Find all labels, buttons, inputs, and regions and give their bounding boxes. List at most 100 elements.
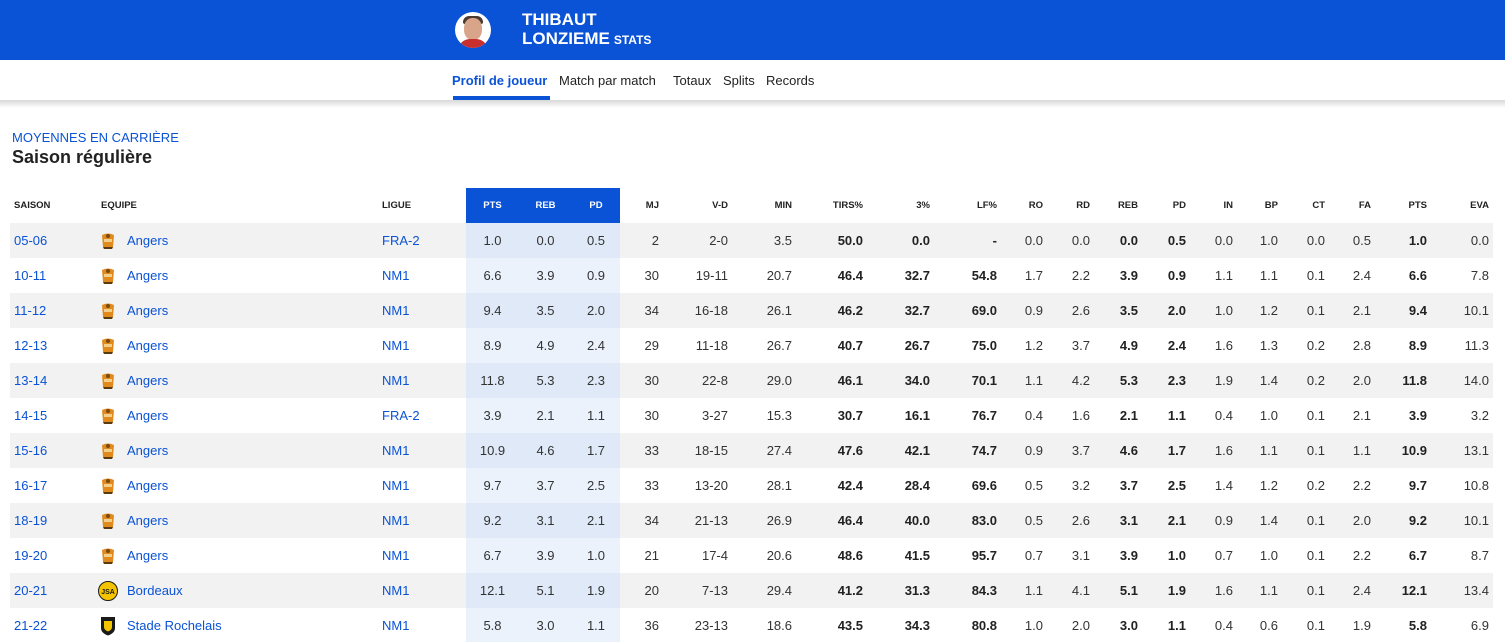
cell-pd-highlight: 1.0 [572,538,620,573]
season-link[interactable]: 13-14 [14,373,48,388]
column-header-v-d[interactable]: V-D [712,200,728,211]
cell-saison: 13-14 [10,363,97,398]
cell-mj: 34 [620,293,663,328]
cell-reb-highlight: 3.9 [519,258,572,293]
cell-fa: 2.0 [1329,363,1375,398]
tab-match-par-match[interactable]: Match par match [559,73,656,88]
cell-v-d: 11-18 [663,328,732,363]
column-header-ro[interactable]: RO [1028,200,1043,211]
season-link[interactable]: 19-20 [14,548,48,563]
column-header-saison[interactable]: SAISON [14,200,51,211]
cell-equipe: JSA Bordeaux [97,573,378,608]
table-row: 10-11 Angers NM1 6.6 3.9 0.9 30 19-11 20.7 46.4 32… [10,258,1493,293]
cell-pts-highlight: 1.0 [466,223,519,258]
cell-pd-highlight: 0.9 [572,258,620,293]
cell-three-pct: 32.7 [867,293,934,328]
column-header-three-pct[interactable]: 3% [916,200,930,211]
season-link[interactable]: 21-22 [14,618,48,633]
cell-in: 0.4 [1190,608,1237,642]
column-header-in[interactable]: IN [1223,200,1234,211]
cell-rd: 2.0 [1047,608,1094,642]
column-header-equipe[interactable]: EQUIPE [101,200,137,211]
column-header-min[interactable]: MIN [774,200,792,211]
column-header-tirs-pct[interactable]: TIRS% [832,200,863,211]
cell-rd: 2.6 [1047,503,1094,538]
column-header-eva[interactable]: EVA [1470,200,1489,211]
team-link[interactable]: Angers [127,548,169,563]
cell-reb: 4.6 [1094,433,1142,468]
cell-tirs-pct: 46.1 [796,363,867,398]
column-header-ct[interactable]: CT [1312,200,1325,211]
team-link[interactable]: Stade Rochelais [127,618,222,633]
cell-pts: 5.8 [1375,608,1431,642]
cell-mj: 29 [620,328,663,363]
column-header-pd-highlight[interactable]: PD [572,188,620,223]
column-header-reb[interactable]: REB [1117,200,1138,211]
column-header-rd[interactable]: RD [1076,200,1090,211]
tab-records[interactable]: Records [766,73,815,88]
team-link[interactable]: Angers [127,233,169,248]
team-link[interactable]: Angers [127,443,169,458]
season-link[interactable]: 10-11 [14,268,47,283]
team-link[interactable]: Angers [127,478,169,493]
tab-totaux[interactable]: Totaux [673,73,712,88]
column-header-ligue[interactable]: LIGUE [382,200,412,211]
season-link[interactable]: 18-19 [14,513,48,528]
season-link[interactable]: 15-16 [14,443,48,458]
tab-profil-de-joueur[interactable]: Profil de joueur [452,73,548,88]
column-header-pd[interactable]: PD [1172,200,1186,211]
league-link[interactable]: NM1 [382,618,410,633]
cell-reb-highlight: 5.1 [519,573,572,608]
season-link[interactable]: 11-12 [14,303,47,318]
league-link[interactable]: NM1 [382,583,410,598]
cell-pd: 0.9 [1142,258,1190,293]
cell-min: 26.1 [732,293,796,328]
league-link[interactable]: NM1 [382,303,410,318]
team-link[interactable]: Angers [127,303,169,318]
tab-splits[interactable]: Splits [723,73,755,88]
cell-in: 0.9 [1190,503,1237,538]
cell-mj: 21 [620,538,663,573]
cell-pts: 9.2 [1375,503,1431,538]
team-link[interactable]: Angers [127,513,169,528]
cell-bp: 1.2 [1237,293,1282,328]
cell-tirs-pct: 41.2 [796,573,867,608]
cell-bp: 1.0 [1237,223,1282,258]
league-link[interactable]: FRA-2 [382,408,420,423]
season-link[interactable]: 14-15 [14,408,48,423]
league-link[interactable]: FRA-2 [382,233,420,248]
league-link[interactable]: NM1 [382,338,410,353]
cell-fa: 2.2 [1329,538,1375,573]
cell-mj: 34 [620,503,663,538]
column-header-pts[interactable]: PTS [1408,200,1427,211]
cell-ligue: NM1 [378,573,466,608]
season-link[interactable]: 12-13 [14,338,48,353]
angers-logo-icon [98,441,118,461]
league-link[interactable]: NM1 [382,443,410,458]
cell-ligue: NM1 [378,433,466,468]
cell-bp: 1.4 [1237,503,1282,538]
cell-ct: 0.1 [1282,503,1329,538]
league-link[interactable]: NM1 [382,268,410,283]
cell-pd: 1.0 [1142,538,1190,573]
season-link[interactable]: 20-21 [14,583,48,598]
column-header-bp[interactable]: BP [1264,200,1278,211]
column-header-lf-pct[interactable]: LF% [976,200,997,211]
league-link[interactable]: NM1 [382,373,410,388]
column-header-mj[interactable]: MJ [645,200,659,211]
season-link[interactable]: 16-17 [14,478,48,493]
column-header-reb-highlight[interactable]: REB [519,188,572,223]
team-link[interactable]: Angers [127,338,169,353]
column-header-pts-highlight[interactable]: PTS [466,188,519,223]
cell-eva: 7.8 [1431,258,1493,293]
column-header-fa[interactable]: FA [1358,200,1371,211]
league-link[interactable]: NM1 [382,513,410,528]
team-link[interactable]: Angers [127,373,169,388]
league-link[interactable]: NM1 [382,548,410,563]
team-link[interactable]: Angers [127,408,169,423]
team-link[interactable]: Bordeaux [127,583,183,598]
cell-pd-highlight: 0.5 [572,223,620,258]
season-link[interactable]: 05-06 [14,233,48,248]
team-link[interactable]: Angers [127,268,169,283]
league-link[interactable]: NM1 [382,478,410,493]
